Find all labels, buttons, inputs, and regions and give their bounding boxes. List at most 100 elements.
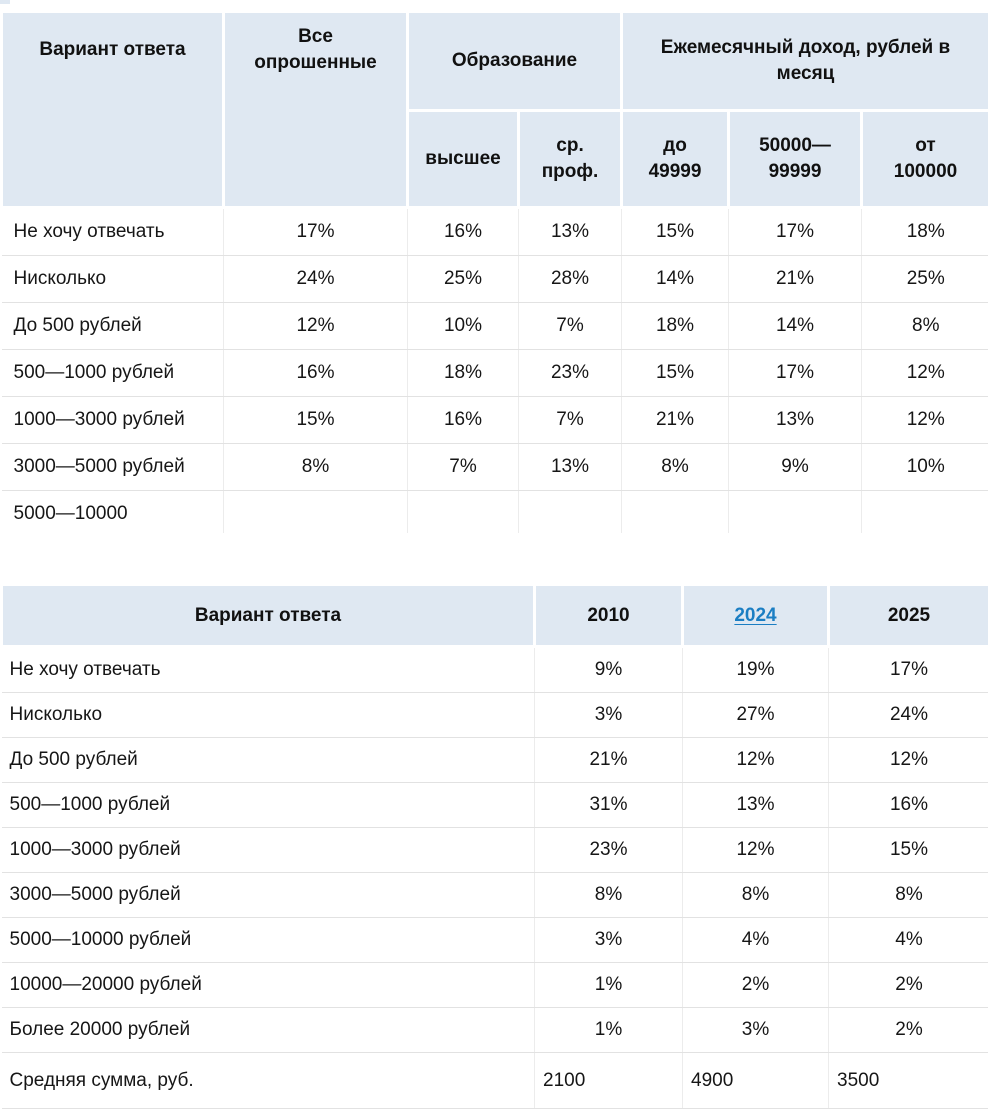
cell: 2% (828, 1007, 988, 1053)
cell: 15% (828, 827, 988, 873)
cell: 12% (860, 349, 988, 397)
cell: 2% (828, 962, 988, 1008)
cell: 2100 (534, 1052, 683, 1109)
cell: 8% (223, 443, 408, 491)
row-label: 5000—10000 (1, 490, 224, 533)
cell: 23% (534, 827, 683, 873)
table-row: 5000—10000 рублей 3% 4% 4% (1, 917, 988, 963)
cell: 12% (860, 396, 988, 444)
col-header-all-respondents: Все опрошенные (222, 10, 409, 209)
col-header-income-over-100000: от 100000 (859, 109, 988, 209)
cell: 12% (223, 302, 408, 350)
row-label: 3000—5000 рублей (1, 872, 535, 918)
cell: 24% (828, 692, 988, 738)
cell (860, 490, 988, 533)
table-row: Не хочу отвечать 9% 19% 17% (1, 646, 988, 693)
table-row: 3000—5000 рублей 8% 7% 13% 8% 9% 10% (1, 443, 988, 491)
cell: 28% (518, 255, 622, 303)
cell: 8% (534, 872, 683, 918)
cell: 21% (534, 737, 683, 783)
table-row: 500—1000 рублей 31% 13% 16% (1, 782, 988, 828)
cell: 16% (828, 782, 988, 828)
cell: 13% (518, 207, 622, 256)
cell: 17% (728, 349, 862, 397)
cell: 4% (682, 917, 829, 963)
table-row: До 500 рублей 21% 12% 12% (1, 737, 988, 783)
cell: 7% (407, 443, 519, 491)
cell: 12% (828, 737, 988, 783)
years-comparison-table: Вариант ответа 2010 2024 2025 Не хочу от… (0, 583, 988, 1109)
row-label: Средняя сумма, руб. (1, 1052, 535, 1109)
col-header-education-secondary: ср. проф. (517, 109, 623, 209)
row-label: Нисколько (1, 255, 224, 303)
col-group-income: Ежемесячный доход, рублей в месяц (619, 10, 988, 112)
table-row: Нисколько 3% 27% 24% (1, 692, 988, 738)
cell: 21% (728, 255, 862, 303)
cell: 8% (860, 302, 988, 350)
row-label: 500—1000 рублей (1, 349, 224, 397)
cell: 10% (860, 443, 988, 491)
col-header-education-higher: высшее (406, 109, 520, 209)
row-label: 1000—3000 рублей (1, 827, 535, 873)
cell: 9% (534, 646, 683, 693)
cell: 17% (223, 207, 408, 256)
cell: 13% (682, 782, 829, 828)
table-row: До 500 рублей 12% 10% 7% 18% 14% 8% (1, 302, 988, 350)
cell: 31% (534, 782, 683, 828)
cell: 17% (728, 207, 862, 256)
row-label: 10000—20000 рублей (1, 962, 535, 1008)
row-label: 500—1000 рублей (1, 782, 535, 828)
table-row: 1000—3000 рублей 15% 16% 7% 21% 13% 12% (1, 396, 988, 444)
cell: 8% (682, 872, 829, 918)
cell: 17% (828, 646, 988, 693)
demographics-table: Вариант ответа Все опрошенные Образовани… (0, 10, 988, 533)
header-row-subcolumns: высшее ср. проф. до 49999 50000—99999 от… (2, 109, 988, 209)
row-label: До 500 рублей (1, 302, 224, 350)
cell: 14% (621, 255, 729, 303)
cell: 16% (223, 349, 408, 397)
col-header-income-under-49999: до 49999 (620, 109, 730, 209)
cell: 1% (534, 1007, 683, 1053)
table-row: Нисколько 24% 25% 28% 14% 21% 25% (1, 255, 988, 303)
cell: 23% (518, 349, 622, 397)
cell: 10% (407, 302, 519, 350)
cell: 13% (518, 443, 622, 491)
header-row-groups: Вариант ответа Все опрошенные Образовани… (0, 10, 988, 209)
cell: 18% (621, 302, 729, 350)
cell: 25% (860, 255, 988, 303)
table-row: Более 20000 рублей 1% 3% 2% (1, 1007, 988, 1053)
cell: 21% (621, 396, 729, 444)
cell: 9% (728, 443, 862, 491)
row-label: Нисколько (1, 692, 535, 738)
cell: 8% (621, 443, 729, 491)
col-group-income-label: Ежемесячный доход, рублей в месяц (660, 37, 951, 84)
col-header-variant: Вариант ответа (0, 10, 225, 209)
col-header-variant: Вариант ответа (0, 583, 536, 648)
table-row-clipped: 5000—10000 (1, 490, 988, 533)
table-row: Не хочу отвечать 17% 16% 13% 15% 17% 18% (1, 207, 988, 256)
col-header-year-2024: 2024 (681, 583, 830, 648)
row-label: Более 20000 рублей (1, 1007, 535, 1053)
header-row-years: Вариант ответа 2010 2024 2025 (0, 583, 988, 648)
col-header-income-50000-99999: 50000—99999 (727, 109, 863, 209)
cell: 18% (407, 349, 519, 397)
cell: 8% (828, 872, 988, 918)
table-row: 10000—20000 рублей 1% 2% 2% (1, 962, 988, 1008)
year-2024-link[interactable]: 2024 (734, 604, 777, 626)
demographics-table-container: Вариант ответа Все опрошенные Образовани… (0, 10, 988, 533)
clipped-content-fragment (0, 0, 10, 4)
row-label: До 500 рублей (1, 737, 535, 783)
table-row: 3000—5000 рублей 8% 8% 8% (1, 872, 988, 918)
table-row-average: Средняя сумма, руб. 2100 4900 3500 (1, 1052, 988, 1109)
cell: 13% (728, 396, 862, 444)
cell: 3500 (828, 1052, 988, 1109)
cell (518, 490, 622, 533)
cell (223, 490, 408, 533)
cell: 4900 (682, 1052, 829, 1109)
row-label: 3000—5000 рублей (1, 443, 224, 491)
cell: 24% (223, 255, 408, 303)
cell: 25% (407, 255, 519, 303)
row-label: 5000—10000 рублей (1, 917, 535, 963)
table-row: 1000—3000 рублей 23% 12% 15% (1, 827, 988, 873)
